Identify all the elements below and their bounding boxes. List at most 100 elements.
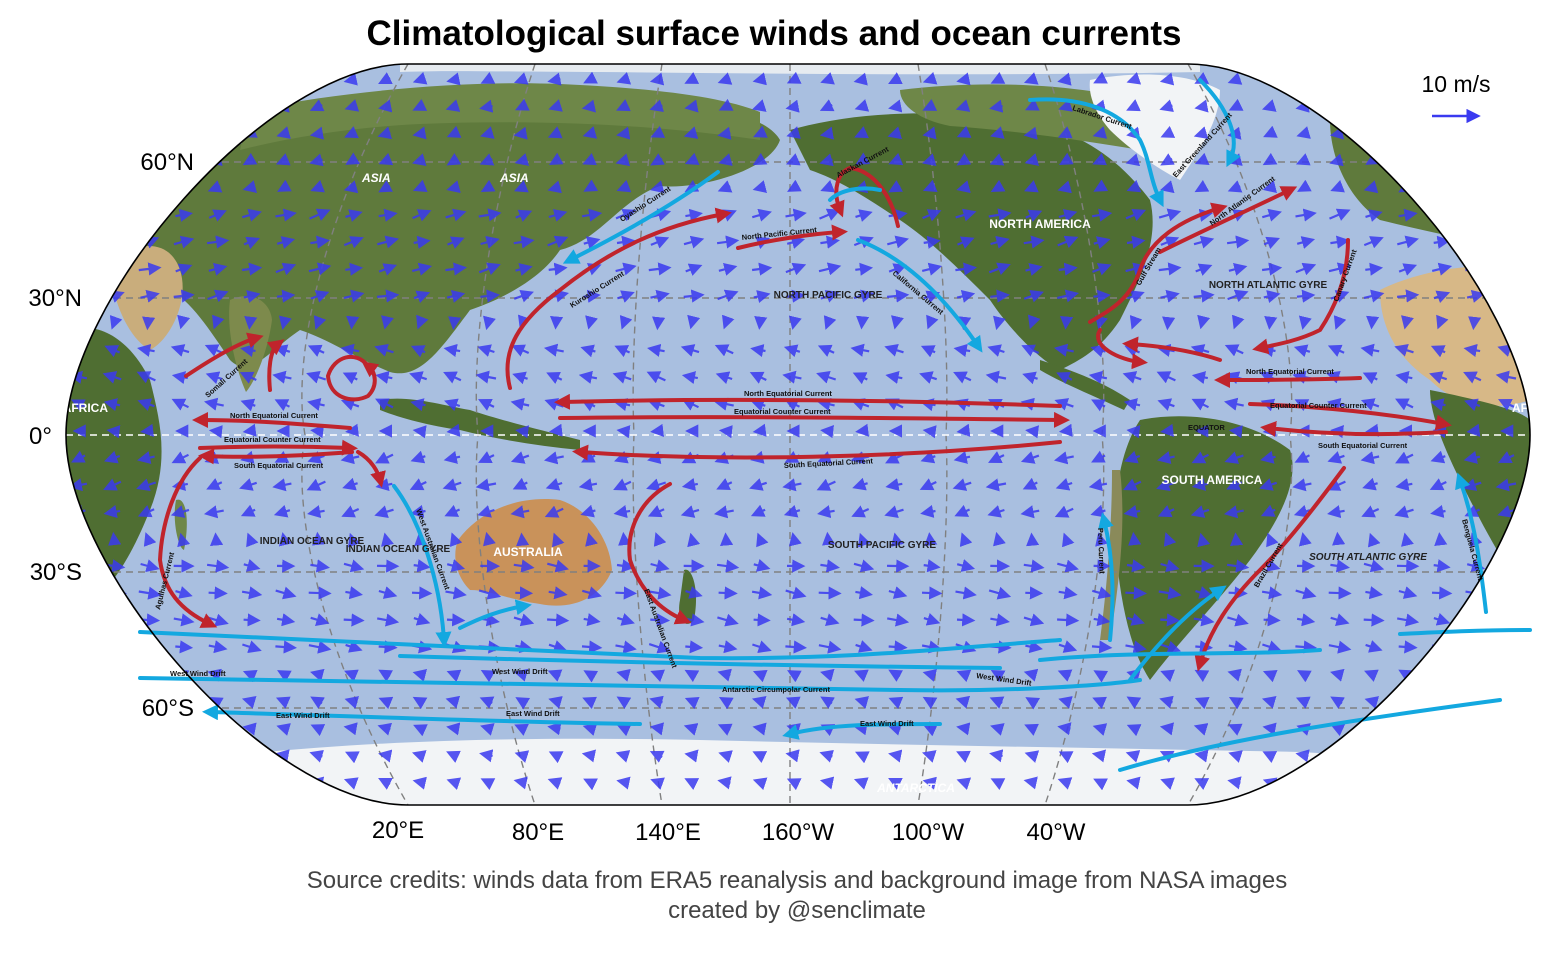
- wind-arrow: [242, 640, 262, 654]
- wind-arrow: [378, 152, 394, 166]
- wind-arrow: [1296, 289, 1316, 303]
- wind-arrow: [582, 153, 597, 166]
- wind-arrow: [276, 71, 292, 84]
- wind-arrow: [73, 613, 91, 627]
- wind-arrow: [412, 71, 428, 85]
- wind-arrow: [73, 71, 88, 84]
- wind-arrow: [137, 343, 155, 357]
- wind-arrow: [1092, 263, 1112, 276]
- wind-arrow: [583, 778, 598, 791]
- wind-arrow: [275, 696, 291, 709]
- wind-arrow: [583, 179, 599, 192]
- wind-arrow: [443, 343, 461, 357]
- wind-arrow: [1296, 236, 1316, 249]
- current-east-australian: [627, 482, 692, 625]
- wind-arrow: [309, 126, 325, 140]
- wind-arrow: [1195, 586, 1213, 599]
- wind-arrow: [1295, 749, 1310, 763]
- wind-arrow: [855, 640, 873, 653]
- wind-arrow: [345, 423, 360, 437]
- wind-arrow: [921, 153, 937, 166]
- region-africa-west: AFRICA: [63, 401, 109, 415]
- wind-arrow: [687, 532, 701, 548]
- wind-arrow: [1433, 724, 1448, 737]
- wind-arrow: [411, 262, 433, 276]
- wind-arrow: [1126, 559, 1146, 573]
- wind-arrow: [1126, 696, 1142, 709]
- wind-arrow: [1498, 398, 1515, 411]
- wind-arrow: [1191, 451, 1209, 464]
- wind-arrow: [308, 586, 332, 600]
- wind-arrow: [1463, 343, 1481, 357]
- wind-arrow: [1190, 344, 1210, 357]
- wind-arrow: [1498, 451, 1515, 464]
- wind-arrow: [138, 208, 162, 222]
- wind-arrow: [310, 290, 330, 303]
- wind-arrow: [310, 425, 324, 439]
- wind-arrow: [480, 723, 495, 736]
- wind-arrow: [1027, 314, 1041, 330]
- wind-arrow: [885, 451, 904, 464]
- wind-arrow: [852, 372, 868, 385]
- wind-arrow: [478, 586, 502, 600]
- wind-arrow: [480, 669, 496, 683]
- current-north-atlantic: [1158, 186, 1298, 254]
- wind-arrow: [1091, 208, 1113, 222]
- wind-arrow: [1160, 777, 1175, 790]
- wind-arrow: [1298, 532, 1312, 547]
- wind-arrow: [410, 504, 426, 518]
- wind-arrow: [1123, 505, 1141, 519]
- wind-arrow: [714, 344, 734, 357]
- wind-arrow: [750, 344, 766, 358]
- wind-arrow: [413, 724, 428, 737]
- wind-arrow: [752, 152, 768, 166]
- wind-arrow: [648, 586, 672, 600]
- wind-arrow: [139, 722, 155, 736]
- gyre-north-pacific: NORTH PACIFIC GYRE: [774, 290, 883, 301]
- wind-arrow: [1191, 371, 1209, 385]
- wind-arrow: [1193, 126, 1209, 139]
- wind-arrow: [613, 505, 631, 519]
- wind-arrow: [1023, 235, 1045, 249]
- wind-arrow: [1500, 289, 1520, 303]
- wind-arrow: [716, 235, 740, 249]
- wind-arrow: [1224, 344, 1244, 357]
- wind-arrow: [819, 749, 834, 763]
- wind-arrow: [816, 478, 836, 491]
- wind-arrow: [1022, 371, 1038, 385]
- wind-arrow: [1466, 669, 1482, 683]
- wind-arrow: [1093, 71, 1108, 84]
- wind-arrow: [378, 669, 394, 682]
- wind-arrow: [922, 425, 937, 439]
- wind-scale-label: 10 m/s: [1421, 71, 1490, 97]
- wind-arrow: [479, 749, 494, 763]
- wind-arrow: [615, 586, 637, 600]
- wind-arrow: [206, 235, 230, 249]
- wind-arrow: [1224, 451, 1244, 464]
- wind-arrow: [1091, 640, 1113, 654]
- wind-arrow: [446, 559, 466, 572]
- wind-arrow: [1328, 640, 1352, 654]
- wind-arrow: [923, 724, 938, 737]
- wind-arrow: [413, 290, 431, 304]
- wind-arrow: [718, 98, 734, 111]
- wind-arrow: [548, 99, 563, 112]
- wind-arrow: [1193, 723, 1209, 736]
- wind-arrow: [753, 613, 771, 627]
- wind-arrow: [208, 262, 228, 276]
- wind-arrow: [310, 613, 330, 626]
- wind-arrow: [1126, 179, 1142, 193]
- wind-arrow: [581, 586, 602, 600]
- wind-arrow: [515, 697, 531, 710]
- wind-arrow: [513, 72, 529, 85]
- wind-arrow: [446, 777, 462, 790]
- wind-arrow: [956, 669, 972, 683]
- wind-arrow: [953, 450, 971, 464]
- wind-arrow: [309, 749, 324, 763]
- wind-arrow: [347, 532, 361, 548]
- wind-arrow: [1295, 153, 1311, 166]
- wind-arrow: [926, 314, 939, 330]
- current-pacific-sec: [572, 440, 1062, 461]
- wind-arrow: [241, 208, 262, 222]
- wind-arrow: [1367, 532, 1381, 548]
